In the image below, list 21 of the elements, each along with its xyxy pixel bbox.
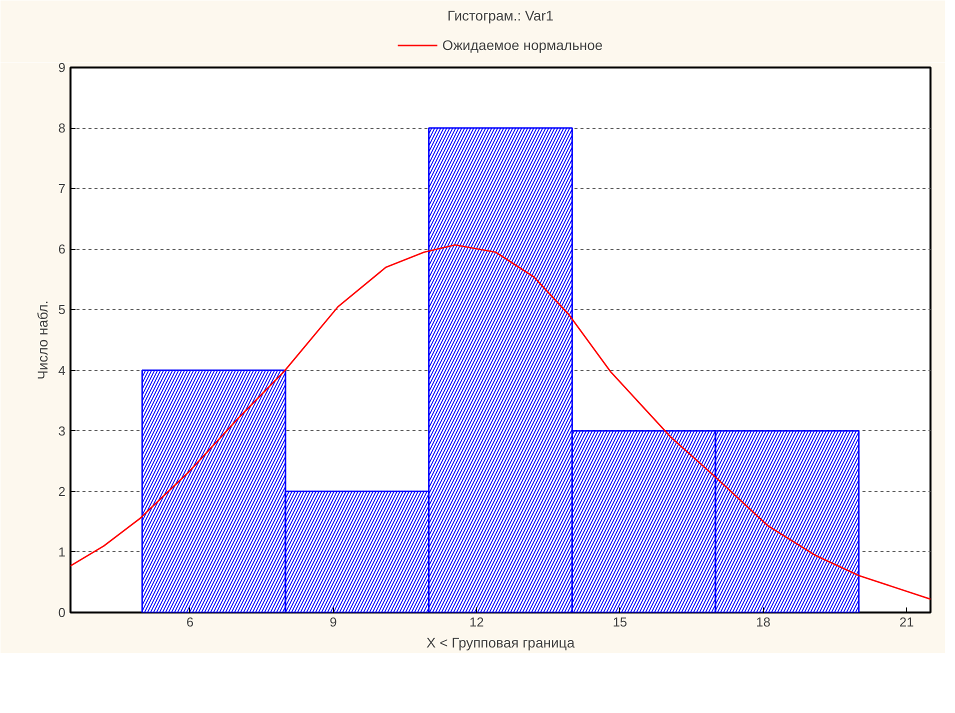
x-tick-label: 21: [899, 614, 914, 630]
y-tick-label: 0: [58, 605, 66, 620]
y-tick-label: 2: [58, 484, 66, 499]
y-axis-title: Число набл.: [34, 300, 50, 380]
y-tick-label: 1: [58, 544, 66, 560]
x-tick-label: 9: [330, 614, 337, 630]
x-tick-label: 6: [186, 614, 194, 630]
chart-title: Гистограм.: Var1: [447, 8, 554, 24]
x-tick-label: 15: [612, 614, 628, 630]
y-tick-label: 6: [58, 242, 66, 257]
y-tick-label: 5: [58, 302, 66, 318]
y-tick-label: 8: [58, 120, 66, 136]
y-tick-label: 4: [58, 362, 66, 378]
legend-label: Ожидаемое нормальное: [442, 37, 603, 53]
y-tick-label: 9: [58, 60, 66, 75]
line-series: [70, 244, 930, 600]
x-axis-title: X < Групповая граница: [426, 634, 575, 650]
y-tick-label: 3: [58, 423, 66, 438]
x-tick-label: 18: [756, 614, 771, 630]
y-tick-label: 7: [58, 181, 66, 196]
x-tick-label: 12: [469, 614, 484, 630]
